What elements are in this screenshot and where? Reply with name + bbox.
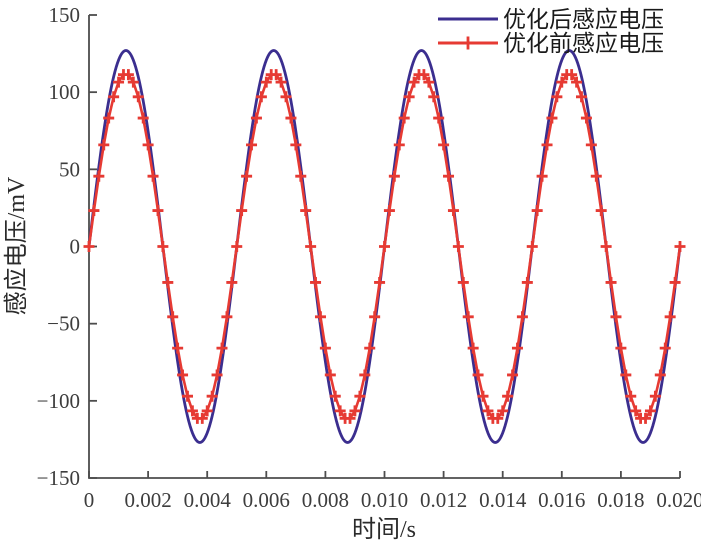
y-tick-label: 50 <box>59 157 80 181</box>
x-tick-label: 0.004 <box>184 488 232 512</box>
x-tick-label: 0.014 <box>479 488 527 512</box>
legend: 优化后感应电压 优化前感应电压 <box>438 7 664 56</box>
x-axis-title: 时间/s <box>352 516 416 543</box>
series-markers-optimized-before <box>83 69 686 424</box>
y-tick-label: 150 <box>49 3 81 27</box>
x-tick-label: 0.018 <box>597 488 644 512</box>
legend-item-optimized-before: 优化前感应电压 <box>438 31 664 56</box>
tick-labels-layer: 0 0.002 0.004 0.006 0.008 0.010 0.012 0.014 0.01… <box>37 3 701 512</box>
x-tick-label: 0.010 <box>361 488 408 512</box>
plus-marker-icon <box>461 36 475 50</box>
x-tick-label: 0.006 <box>243 488 290 512</box>
y-axis-title: 感应电压/mV <box>3 176 30 315</box>
x-tick-label: 0.020 <box>656 488 701 512</box>
x-tick-label: 0.016 <box>538 488 585 512</box>
y-tick-label: 100 <box>49 80 81 104</box>
y-tick-label: −50 <box>47 312 80 336</box>
y-tick-label: −100 <box>37 389 80 413</box>
y-tick-label: 0 <box>70 235 81 259</box>
legend-item-optimized-after: 优化后感应电压 <box>438 7 664 32</box>
x-tick-label: 0.002 <box>124 488 171 512</box>
x-tick-label: 0.012 <box>420 488 467 512</box>
series-layer <box>83 49 686 444</box>
x-tick-label: 0.008 <box>302 488 349 512</box>
legend-label-optimized-after: 优化后感应电压 <box>503 7 664 32</box>
ticks-layer <box>88 14 681 479</box>
y-tick-label: −150 <box>37 466 80 490</box>
legend-label-optimized-before: 优化前感应电压 <box>503 31 664 56</box>
x-tick-label: 0 <box>84 488 95 512</box>
